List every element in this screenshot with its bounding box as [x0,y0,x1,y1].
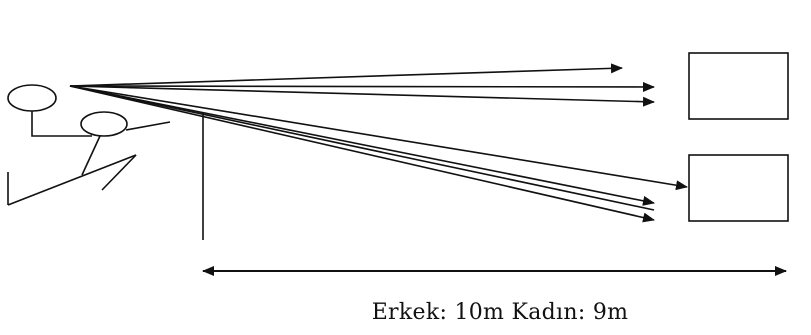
shot-arrow [69,85,655,107]
shot-line [69,85,655,211]
shot-arrow [69,81,655,92]
player-leg-1 [81,135,101,176]
shot-arrow [69,85,655,206]
target-box-bottom [688,154,789,222]
target-box-top [688,52,789,120]
shot-arrows [69,63,688,223]
distance-label: Erkek: 10m Kadın: 9m [371,300,629,325]
shot-arrow [69,85,655,223]
player-leg-2 [7,154,137,206]
player-torso [31,111,92,137]
shot-arrow [69,85,688,191]
player-head-1 [7,84,57,112]
player-arm [125,121,171,131]
shot-arrow [69,63,623,87]
player-head-2 [80,111,128,137]
player-figure-icon [7,84,171,206]
